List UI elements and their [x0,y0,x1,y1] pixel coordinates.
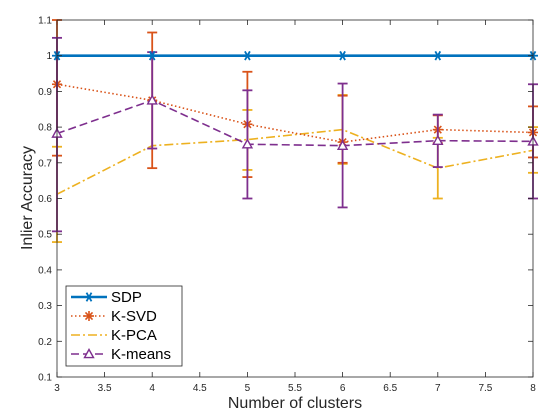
legend: SDP K-SVD K-PCA K-means [65,285,183,367]
y-tick-label: 0.3 [38,301,52,312]
data-point-sdp [242,50,253,61]
x-tick-label: 4 [149,383,155,394]
x-tick-label: 4.5 [193,383,207,394]
x-tick-label: 6 [340,383,346,394]
y-tick-label: 0.8 [38,123,52,134]
y-tick-label: 0.7 [38,158,52,169]
y-tick-label: 0.1 [38,373,52,384]
data-point-sdp [432,50,443,61]
legend-marker-k-means [83,348,95,359]
data-point-k-means [241,138,254,149]
legend-label-k-svd: K-SVD [111,308,157,325]
series-line-k-means [56,99,534,147]
legend-label-k-pca: K-PCA [111,327,157,344]
series-line-k-svd [56,83,534,143]
data-point-sdp [147,50,158,61]
legend-entry-sdp: SDP [71,289,142,306]
x-axis-title: Number of clusters [228,395,362,412]
x-tick-label: 7.5 [478,383,492,394]
legend-box [65,285,183,367]
y-tick-label: 0.6 [38,194,52,205]
y-tick-label: 0.5 [38,230,52,241]
x-tick-label: 3 [54,383,60,394]
y-tick-label: 0.2 [38,337,52,348]
legend-label-k-means: K-means [111,346,171,363]
data-point-sdp [337,50,348,61]
legend-label-sdp: SDP [111,289,142,306]
legend-marker-k-svd [84,311,94,321]
data-point-k-means [146,94,158,105]
legend-entry-k-svd: K-SVD [71,308,157,325]
legend-marker-sdp [84,292,94,302]
x-tick-label: 7 [435,383,441,394]
ticks-layer: 3 3.5 4 4.5 5 5.5 6 6.5 7 7.5 8 0.1 0.2 0.3 0.4 0.5 0.6 0… [38,16,536,395]
data-point-k-means [432,134,444,145]
y-axis-title: Inlier Accuracy [19,146,36,250]
legend-entry-k-means: K-means [71,346,171,363]
y-tick-label: 0.4 [38,265,52,276]
x-tick-label: 5.5 [288,383,302,394]
y-tick-label: 1.1 [38,16,52,27]
y-tick-label: 1 [46,51,52,62]
legend-entry-k-pca: K-PCA [71,327,157,344]
x-tick-label: 8 [530,383,536,394]
x-tick-label: 3.5 [98,383,112,394]
series-line-k-pca [56,128,534,195]
x-tick-label: 6.5 [383,383,397,394]
y-tick-label: 0.9 [38,87,52,98]
data-point-k-means [336,139,349,150]
x-tick-label: 5 [245,383,251,394]
